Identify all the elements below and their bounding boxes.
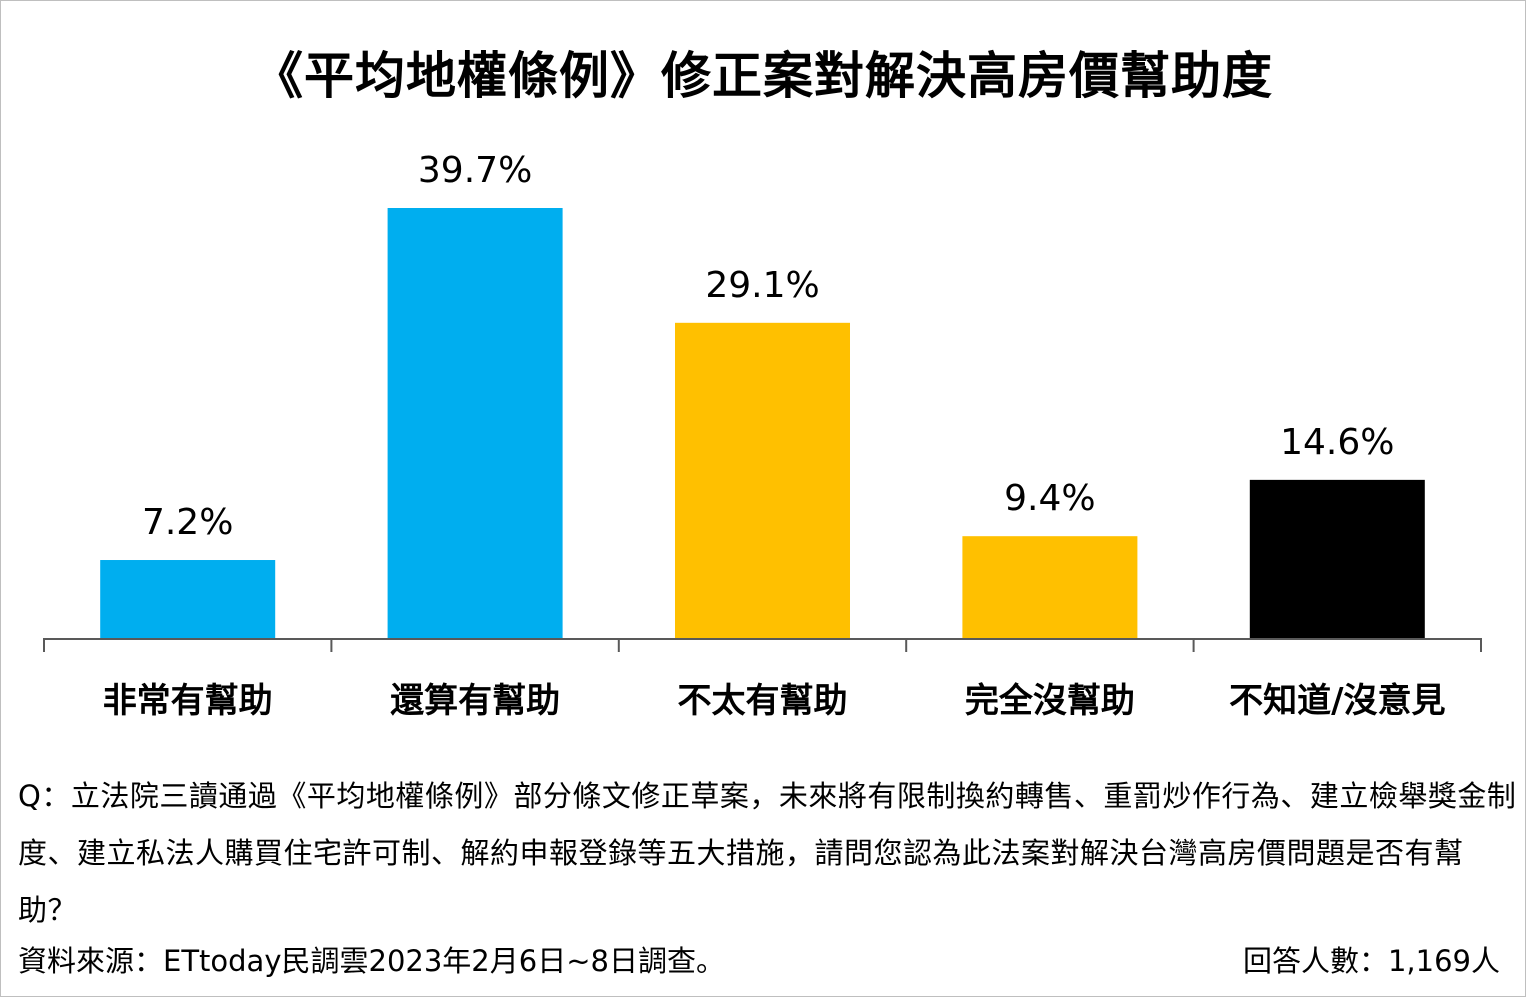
respondent-count: 回答人數：1,169人: [1242, 944, 1500, 978]
value-label: 7.2%: [142, 502, 233, 543]
category-label: 不知道/沒意見: [1229, 681, 1445, 721]
bar: [1249, 479, 1425, 638]
value-label: 39.7%: [418, 150, 532, 191]
chart-title: 《平均地權條例》修正案對解決高房價幫助度: [253, 47, 1273, 105]
data-source: 資料來源：ETtoday民調雲2023年2月6日~8日調查。: [18, 944, 725, 978]
value-label: 29.1%: [705, 265, 819, 306]
category-label: 還算有幫助: [390, 681, 560, 721]
category-label: 完全沒幫助: [965, 681, 1135, 721]
value-label: 14.6%: [1280, 422, 1394, 463]
category-label: 非常有幫助: [103, 681, 273, 721]
bar: [962, 536, 1138, 638]
value-label: 9.4%: [1004, 478, 1095, 519]
bar: [675, 322, 850, 638]
bar-chart: 7.2% 非常有幫助 39.7% 還算有幫助 29.1% 不太有幫助 9.4% 完全沒幫助 14…: [43, 150, 1482, 721]
bar: [387, 208, 563, 638]
survey-question: Q：立法院三讀通過《平均地權條例》部分條文修正草案，未來將有限制換約轉售、重罰炒…: [18, 779, 1517, 927]
bar: [100, 560, 276, 638]
category-label: 不太有幫助: [678, 681, 848, 721]
